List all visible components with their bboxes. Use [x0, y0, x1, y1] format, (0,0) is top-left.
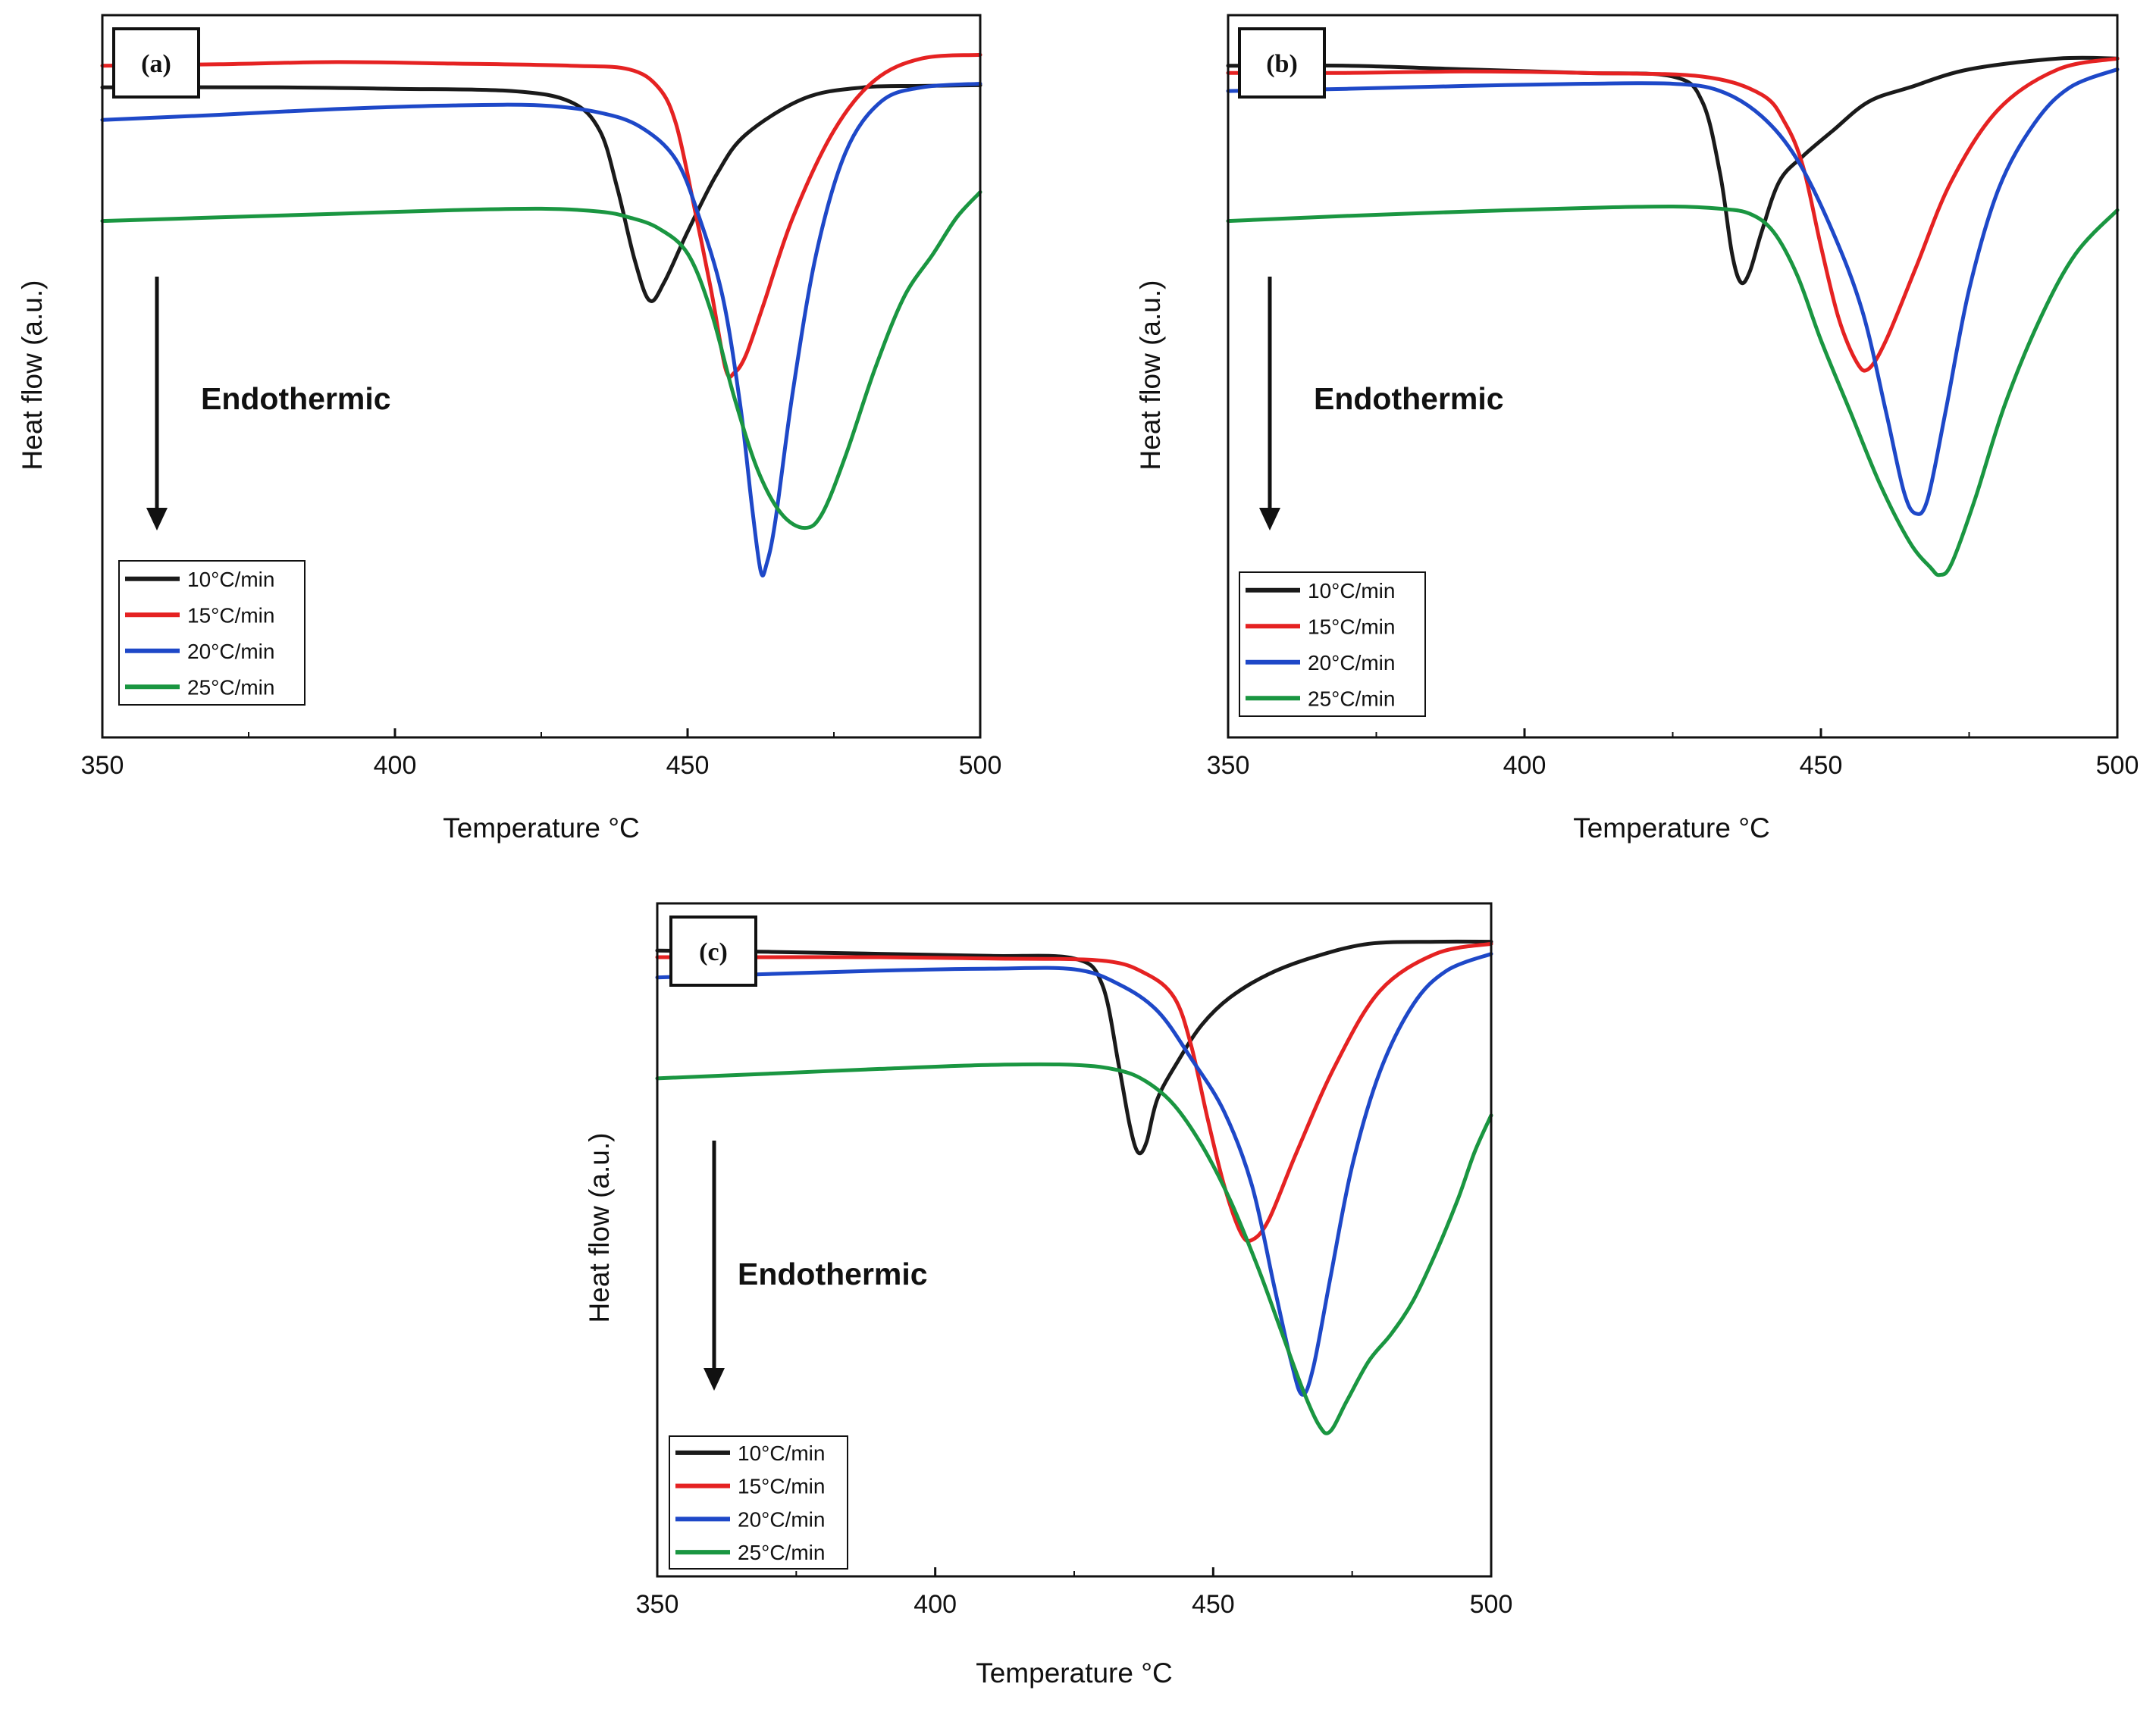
panel-tag-box: [669, 916, 757, 987]
series-line-2: [1226, 56, 2120, 373]
x-tick-label: 400: [913, 1590, 957, 1619]
panel-tag-frame: [1238, 27, 1326, 99]
arrow-head: [1259, 508, 1280, 531]
series-line-4: [655, 1062, 1493, 1435]
legend: 10°C/min 15°C/min 20°C/min 25°C/min: [118, 560, 306, 706]
x-tick-label: 350: [636, 1590, 679, 1619]
chart-panel-c: 350 400 450 500 Temperature °C Heat flow (a…: [557, 872, 1581, 1709]
chart-c-svg: 350 400 450 500 Temperature °C Heat flow (a…: [584, 902, 1513, 1689]
legend-label-2: 15°C/min: [187, 603, 274, 627]
x-tick-label: 400: [374, 751, 417, 780]
series-line-2: [100, 52, 982, 379]
series-line-3: [1226, 67, 2120, 516]
endothermic-arrow-icon: [704, 1141, 725, 1391]
series-line-3: [655, 952, 1493, 1397]
panel-tag: (a): [141, 50, 171, 78]
legend-box: [118, 560, 306, 706]
arrow-head: [704, 1368, 725, 1391]
panel-tag: (c): [699, 938, 728, 966]
series-line-1: [100, 83, 982, 303]
endothermic-arrow-icon: [146, 277, 168, 531]
x-tick-label: 450: [1800, 751, 1843, 780]
x-tick-label: 450: [1192, 1590, 1235, 1619]
legend-label-3: 20°C/min: [738, 1507, 825, 1531]
series-line-4: [100, 190, 982, 531]
legend-box: [1239, 571, 1426, 717]
x-tick-label: 350: [81, 751, 124, 780]
legend: 10°C/min 15°C/min 20°C/min 25°C/min: [1239, 571, 1426, 717]
panel-tag-box: [112, 27, 200, 99]
legend-label-1: 10°C/min: [187, 568, 274, 591]
panel-tag-box: [1238, 27, 1326, 99]
endothermic-arrow-icon: [1259, 277, 1280, 531]
legend-label-3: 20°C/min: [187, 640, 274, 663]
chart-b-svg: 350 400 450 500 Temperature °C Heat flow (a…: [1135, 14, 2139, 844]
chart-panel-a: 350 400 450 500 Temperature °C Heat flow (a…: [0, 0, 1046, 872]
x-tick-label: 400: [1503, 751, 1546, 780]
x-tick-label: 350: [1207, 751, 1250, 780]
series-line-1: [655, 939, 1493, 1156]
series-line-4: [1226, 204, 2120, 577]
series-line-2: [655, 941, 1493, 1244]
endothermic-annotation: Endothermic: [201, 381, 391, 416]
series-line-3: [100, 82, 982, 577]
x-axis-title: Temperature °C: [976, 1657, 1173, 1689]
endothermic-annotation: Endothermic: [738, 1257, 928, 1291]
panel-tag-frame: [669, 916, 757, 987]
y-axis-title: Heat flow (a.u.): [584, 1133, 615, 1323]
chart-panel-b: 350 400 450 500 Temperature °C Heat flow (a…: [1126, 0, 2156, 872]
legend-label-4: 25°C/min: [738, 1541, 825, 1564]
chart-a-svg: 350 400 450 500 Temperature °C Heat flow (a…: [17, 14, 1002, 844]
endothermic-annotation: Endothermic: [1314, 381, 1504, 416]
x-tick-label: 450: [666, 751, 710, 780]
panel-tag-frame: [112, 27, 200, 99]
y-axis-title: Heat flow (a.u.): [1135, 280, 1166, 471]
x-tick-label: 500: [1470, 1590, 1513, 1619]
y-axis-title: Heat flow (a.u.): [17, 280, 48, 471]
legend-label-2: 15°C/min: [1308, 615, 1395, 638]
legend-label-3: 20°C/min: [1308, 651, 1395, 675]
legend: 10°C/min 15°C/min 20°C/min 25°C/min: [669, 1435, 848, 1570]
legend-label-4: 25°C/min: [187, 675, 274, 699]
legend-label-1: 10°C/min: [1308, 579, 1395, 603]
legend-box: [669, 1435, 848, 1570]
x-axis-title: Temperature °C: [443, 812, 640, 844]
legend-label-1: 10°C/min: [738, 1441, 825, 1465]
x-tick-label: 500: [2096, 751, 2139, 780]
x-tick-label: 500: [959, 751, 1002, 780]
legend-label-2: 15°C/min: [738, 1475, 825, 1498]
x-axis-title: Temperature °C: [1573, 812, 1770, 844]
panel-tag: (b): [1266, 50, 1298, 78]
arrow-head: [146, 508, 168, 531]
legend-label-4: 25°C/min: [1308, 687, 1395, 710]
